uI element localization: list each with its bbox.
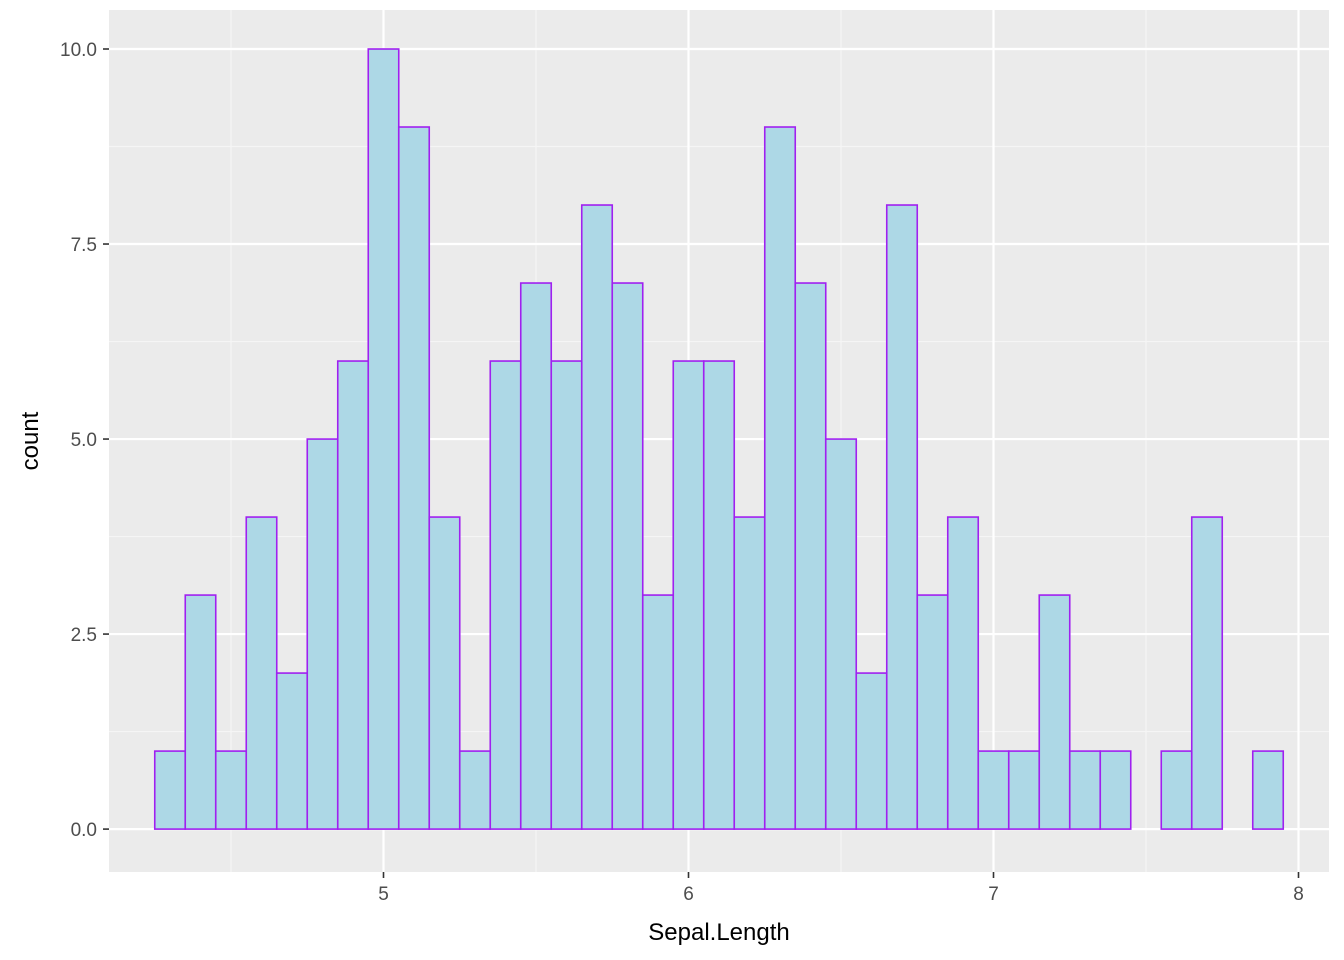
histogram-bar <box>946 516 980 830</box>
histogram-bar <box>428 516 461 830</box>
histogram-bar <box>824 438 858 830</box>
y-tick-label: 5.0 <box>71 430 97 451</box>
histogram-bar <box>367 48 400 830</box>
histogram-bar <box>641 594 675 830</box>
histogram-bar <box>1160 750 1193 830</box>
y-axis-title: count <box>17 411 44 470</box>
histogram-bar <box>611 282 644 830</box>
histogram-bars <box>153 48 1285 830</box>
histogram-bar <box>855 672 888 830</box>
histogram-bar <box>1068 750 1102 830</box>
x-axis-title: Sepal.Length <box>648 919 789 946</box>
x-axis-ticks: 5 6 7 8 <box>378 872 1304 905</box>
x-tick-label: 5 <box>378 884 389 905</box>
histogram-bar <box>550 360 583 830</box>
histogram-bar <box>1190 516 1224 830</box>
histogram-bar <box>733 516 766 830</box>
histogram-bar <box>245 516 278 830</box>
histogram-bar <box>214 750 248 830</box>
y-tick-label: 2.5 <box>71 625 97 646</box>
x-tick-label: 6 <box>683 884 694 905</box>
y-tick-label: 0.0 <box>71 820 97 841</box>
histogram-bar <box>489 360 522 830</box>
histogram-bar <box>458 750 492 830</box>
histogram-bar <box>672 360 705 830</box>
histogram-bar <box>275 672 309 830</box>
histogram-bar <box>306 438 339 830</box>
x-tick-label: 8 <box>1293 884 1304 905</box>
histogram-bar <box>885 204 919 830</box>
histogram-bar <box>184 594 217 830</box>
histogram-bar <box>1099 750 1132 830</box>
histogram-bar <box>763 126 797 830</box>
histogram-bar <box>397 126 431 830</box>
y-axis-ticks: 0.0 2.5 5.0 7.5 10.0 <box>60 40 109 841</box>
histogram-bar <box>519 282 553 830</box>
y-tick-label: 10.0 <box>60 40 97 61</box>
histogram-bar <box>977 750 1010 830</box>
histogram-bar <box>916 594 949 830</box>
histogram-bar <box>1251 750 1285 830</box>
histogram-bar <box>580 204 614 830</box>
histogram-bar <box>1038 594 1071 830</box>
y-tick-label: 7.5 <box>71 235 97 256</box>
histogram-bar <box>153 750 187 830</box>
histogram-bar <box>336 360 370 830</box>
histogram-bar <box>1007 750 1041 830</box>
x-tick-label: 7 <box>988 884 999 905</box>
histogram-bar <box>794 282 827 830</box>
histogram-bar <box>702 360 736 830</box>
